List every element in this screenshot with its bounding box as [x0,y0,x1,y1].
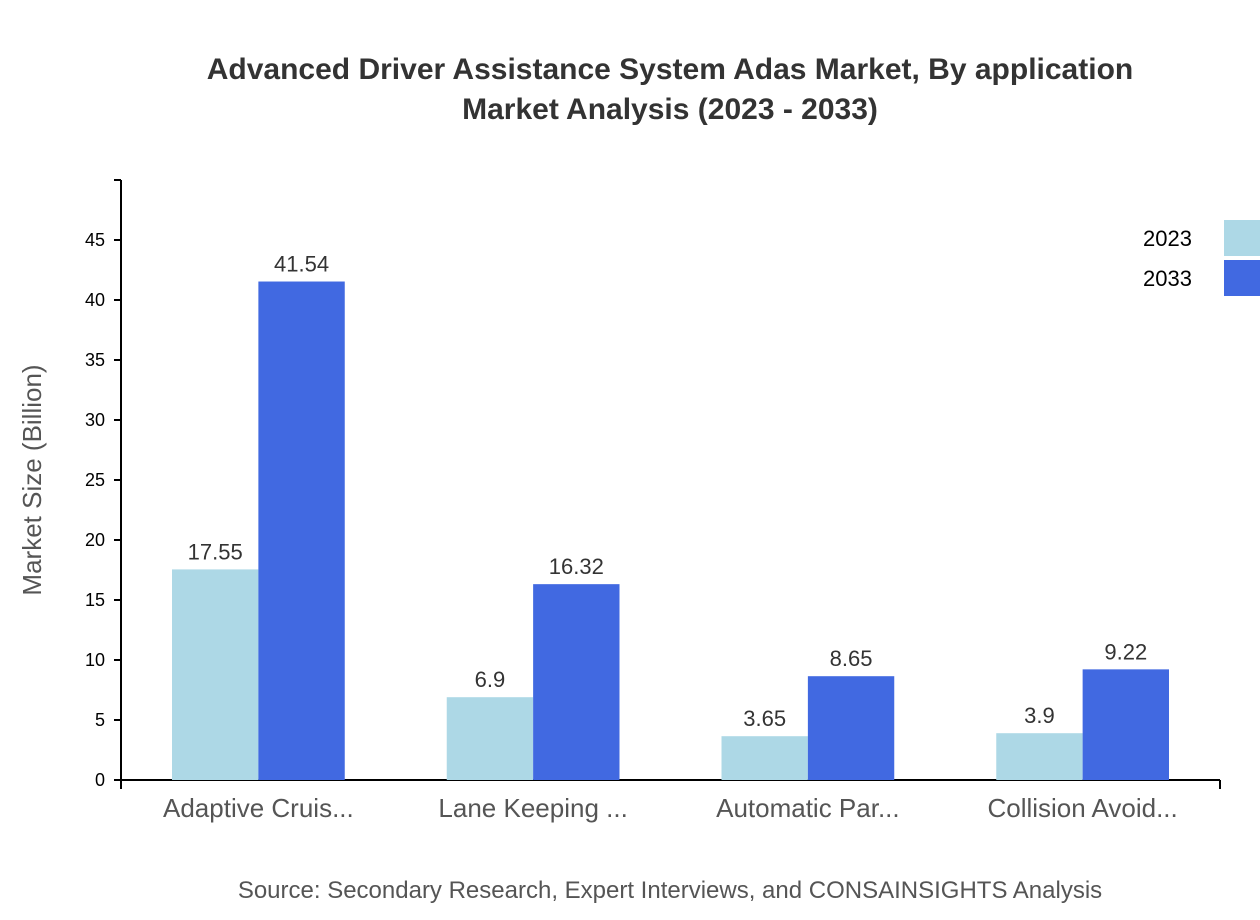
x-tick-label: Lane Keeping ... [438,793,627,823]
data-label: 8.65 [830,646,873,671]
bar-2033 [807,676,895,780]
legend-label: 2033 [1143,266,1192,291]
legend-swatch [1224,260,1260,296]
y-tick-label: 15 [85,590,105,610]
data-label: 9.22 [1104,639,1147,664]
y-tick-label: 20 [85,530,105,550]
legend-label: 2023 [1143,226,1192,251]
y-tick-label: 45 [85,230,105,250]
y-tick-label: 5 [95,710,105,730]
x-tick-label: Collision Avoid... [987,793,1177,823]
bar-2033 [1082,669,1169,780]
x-tick-label: Adaptive Cruis... [163,793,354,823]
data-label: 3.9 [1024,703,1055,728]
data-label: 17.55 [188,539,243,564]
chart-title-line1: Advanced Driver Assistance System Adas M… [206,53,1134,86]
bar-2023 [172,569,259,780]
data-label: 3.65 [743,706,786,731]
bar-2023 [446,697,534,780]
y-tick-label: 35 [85,350,105,370]
bar-2033 [258,281,345,780]
data-label: 6.9 [475,667,506,692]
source-note: Source: Secondary Research, Expert Inter… [237,877,1103,904]
data-label: 41.54 [274,252,329,277]
bar-2033 [533,584,620,780]
bar-2023 [996,733,1083,780]
y-tick-label: 0 [95,770,105,790]
chart-title: Advanced Driver Assistance System Adas M… [0,50,1260,130]
y-tick-label: 40 [85,290,105,310]
bar-2023 [721,736,808,780]
y-tick-label: 30 [85,410,105,430]
chart-title-line2: Market Analysis (2023 - 2033) [462,93,878,126]
y-tick-label: 10 [85,650,105,670]
y-axis-label: Market Size (Billion) [17,364,47,595]
x-tick-label: Automatic Par... [716,793,900,823]
data-label: 16.32 [549,554,604,579]
y-tick-label: 25 [85,470,105,490]
legend-swatch [1224,220,1260,256]
